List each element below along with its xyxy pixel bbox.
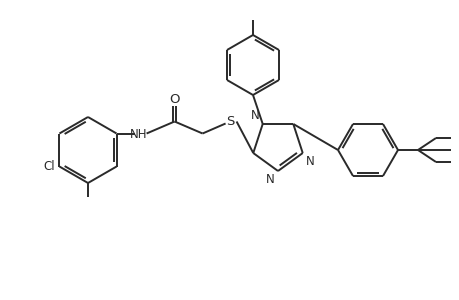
Text: Cl: Cl: [44, 160, 55, 173]
Text: S: S: [226, 115, 234, 128]
Text: N: N: [266, 173, 274, 186]
Text: O: O: [169, 93, 179, 106]
Text: N: N: [251, 109, 259, 122]
Text: NH: NH: [129, 128, 147, 141]
Text: N: N: [305, 155, 314, 168]
